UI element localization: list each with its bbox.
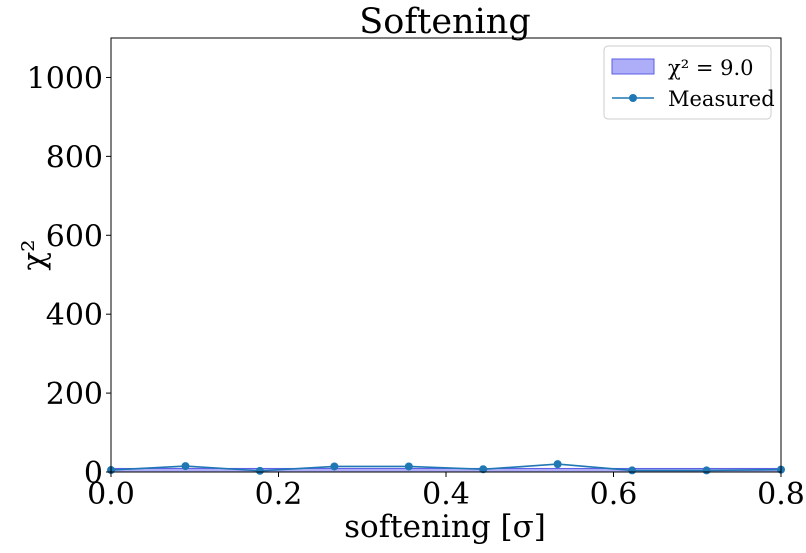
x-tick-label: 0.6 [590,477,638,512]
y-tick-label: 400 [46,298,103,333]
legend-series-marker [629,94,637,102]
data-point [628,466,637,475]
data-point [330,462,339,471]
y-axis-label: χ² [16,239,52,270]
y-tick-label: 800 [46,140,103,175]
x-tick-label: 0.2 [255,477,303,512]
data-point [553,460,562,469]
data-point [255,466,264,475]
y-axis: 0 200 400 600 800 1000 [27,61,111,491]
plot-area [107,37,785,475]
x-tick-label: 0.4 [422,477,470,512]
legend-band-swatch [611,58,655,75]
y-tick-label: 200 [46,377,103,412]
legend-band-label: χ² = 9.0 [668,56,754,80]
data-point [479,465,488,474]
data-point [404,462,413,471]
legend-series-label: Measured [668,87,775,111]
y-tick-label: 0 [84,456,103,491]
data-point [181,462,190,471]
x-tick-label: 0.8 [757,477,805,512]
chart-title: Softening [359,2,530,42]
data-point [702,466,711,475]
legend: χ² = 9.0 Measured [603,45,775,120]
series-line-0 [110,463,782,472]
y-tick-label: 1000 [27,61,103,96]
x-axis-label: softening [σ] [344,509,546,545]
y-tick-label: 600 [46,219,103,254]
x-tick-label: 0.0 [87,477,135,512]
x-axis: 0.0 0.2 0.4 0.6 0.8 [87,472,805,512]
